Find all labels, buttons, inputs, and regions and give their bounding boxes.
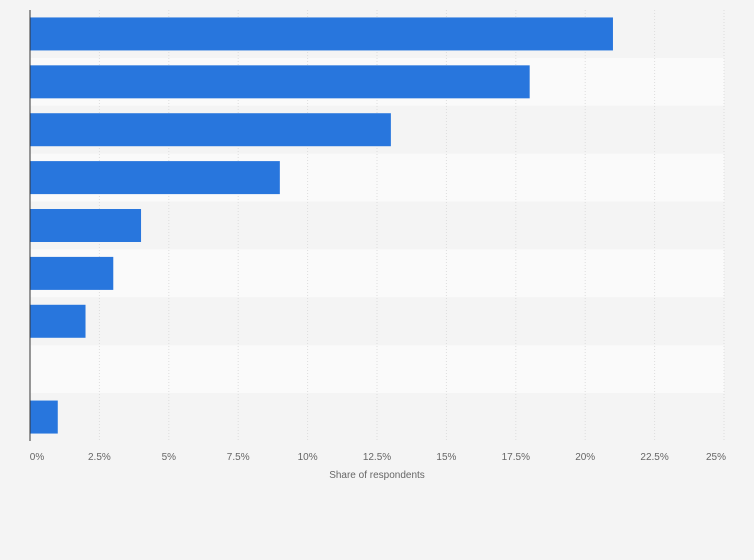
bar[interactable] <box>30 256 114 290</box>
bars <box>30 17 613 434</box>
x-tick-label: 2.5% <box>88 452 111 463</box>
bar[interactable] <box>30 209 142 242</box>
x-axis-title: Share of respondents <box>329 470 425 481</box>
bar[interactable] <box>30 161 280 195</box>
x-tick-label: 20% <box>575 452 595 463</box>
x-axis-ticks: 0% 2.5% 5% 7.5% 10% 12.5% 15% 17.5% 20% 22.5% 25% <box>30 452 726 463</box>
bar[interactable] <box>30 400 58 434</box>
x-tick-label: 0% <box>30 452 45 463</box>
bar[interactable] <box>30 65 530 99</box>
x-tick-label: 15% <box>436 452 456 463</box>
x-tick-label: 25% <box>706 452 726 463</box>
bar[interactable] <box>30 113 391 147</box>
x-tick-label: 22.5% <box>640 452 668 463</box>
bar[interactable] <box>30 304 86 338</box>
x-tick-label: 10% <box>298 452 318 463</box>
bar[interactable] <box>30 17 613 51</box>
x-tick-label: 5% <box>162 452 177 463</box>
x-tick-label: 17.5% <box>502 452 530 463</box>
x-tick-label: 7.5% <box>227 452 250 463</box>
x-tick-label: 12.5% <box>363 452 391 463</box>
